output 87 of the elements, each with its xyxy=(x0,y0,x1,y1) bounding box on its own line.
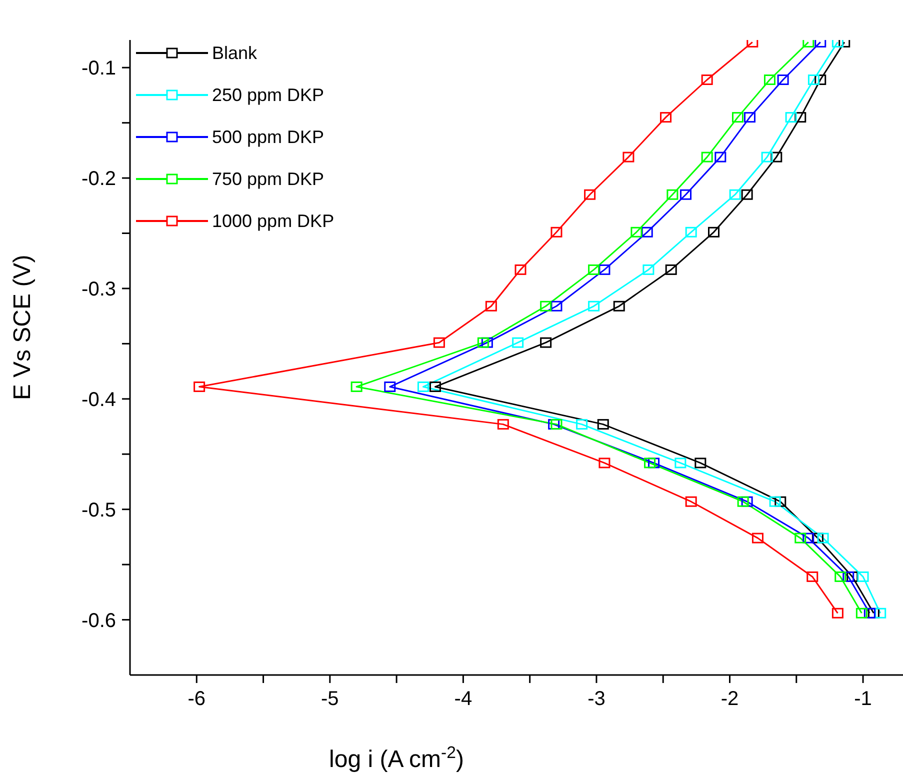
point xyxy=(685,496,697,507)
legend-label: Blank xyxy=(212,42,258,64)
point xyxy=(550,419,562,430)
point xyxy=(550,226,562,238)
point xyxy=(485,300,497,312)
point xyxy=(429,382,441,392)
legend-label: 500 ppm DKP xyxy=(212,126,324,148)
point xyxy=(874,608,886,618)
y-tick-label: -0.1 xyxy=(82,58,116,80)
point xyxy=(770,152,782,162)
point xyxy=(644,458,656,468)
point xyxy=(741,189,753,200)
point xyxy=(744,112,756,123)
point xyxy=(842,571,854,582)
point xyxy=(613,300,625,312)
point xyxy=(674,458,686,468)
point xyxy=(622,152,634,162)
point xyxy=(802,532,814,544)
point xyxy=(729,189,741,200)
point xyxy=(497,419,509,430)
point xyxy=(477,337,489,348)
point xyxy=(812,532,824,544)
point xyxy=(512,337,524,348)
point xyxy=(814,74,826,86)
point xyxy=(641,226,653,238)
point xyxy=(737,496,749,507)
x-tick-label: -6 xyxy=(188,688,206,710)
point xyxy=(598,458,610,468)
point xyxy=(540,300,552,312)
point xyxy=(817,532,829,544)
point xyxy=(857,571,869,582)
y-tick-label: -0.5 xyxy=(82,499,116,522)
y-tick-label: -0.6 xyxy=(82,610,116,632)
point xyxy=(665,264,677,275)
point xyxy=(708,226,720,238)
point xyxy=(433,337,445,348)
point xyxy=(514,264,526,275)
point xyxy=(794,532,806,544)
x-tick-label: -5 xyxy=(321,688,339,710)
point xyxy=(764,74,776,86)
point xyxy=(350,382,362,392)
x-tick-label: -4 xyxy=(454,688,472,710)
y-tick-label: -0.3 xyxy=(82,278,116,301)
point xyxy=(417,382,429,392)
point xyxy=(685,226,697,238)
point xyxy=(856,608,868,618)
legend-label: 250 ppm DKP xyxy=(212,84,324,106)
point xyxy=(660,112,672,123)
point xyxy=(714,152,726,162)
point xyxy=(194,382,206,392)
y-tick-label: -0.2 xyxy=(82,168,116,190)
point xyxy=(752,532,764,544)
y-tick-label: -0.4 xyxy=(82,389,116,412)
point xyxy=(808,74,820,86)
point xyxy=(598,264,610,275)
point xyxy=(576,419,588,430)
point xyxy=(642,264,654,275)
legend-label: 1000 ppm DKP xyxy=(212,210,334,232)
x-axis-title: log i (A cm$^{-2}$) xyxy=(329,742,464,773)
point xyxy=(384,382,396,392)
point xyxy=(806,571,818,582)
point xyxy=(834,571,846,582)
x-tick-label: -3 xyxy=(588,688,606,710)
point xyxy=(540,337,552,348)
point xyxy=(832,608,844,618)
point xyxy=(666,189,678,200)
point xyxy=(701,152,713,162)
point xyxy=(550,300,562,312)
point xyxy=(732,112,744,123)
point xyxy=(597,419,609,430)
point xyxy=(588,264,600,275)
point xyxy=(680,189,692,200)
point xyxy=(761,152,773,162)
point xyxy=(630,226,642,238)
point xyxy=(785,112,797,123)
point xyxy=(588,300,600,312)
point xyxy=(864,608,876,618)
point xyxy=(769,496,781,507)
point xyxy=(777,74,789,86)
x-tick-label: -1 xyxy=(854,688,872,710)
point xyxy=(694,458,706,468)
legend-label: 750 ppm DKP xyxy=(212,168,324,190)
y-axis-title: E Vs SCE (V) xyxy=(9,254,36,400)
point xyxy=(794,112,806,123)
point xyxy=(701,74,713,86)
point xyxy=(584,189,596,200)
x-tick-label: -2 xyxy=(720,688,739,710)
